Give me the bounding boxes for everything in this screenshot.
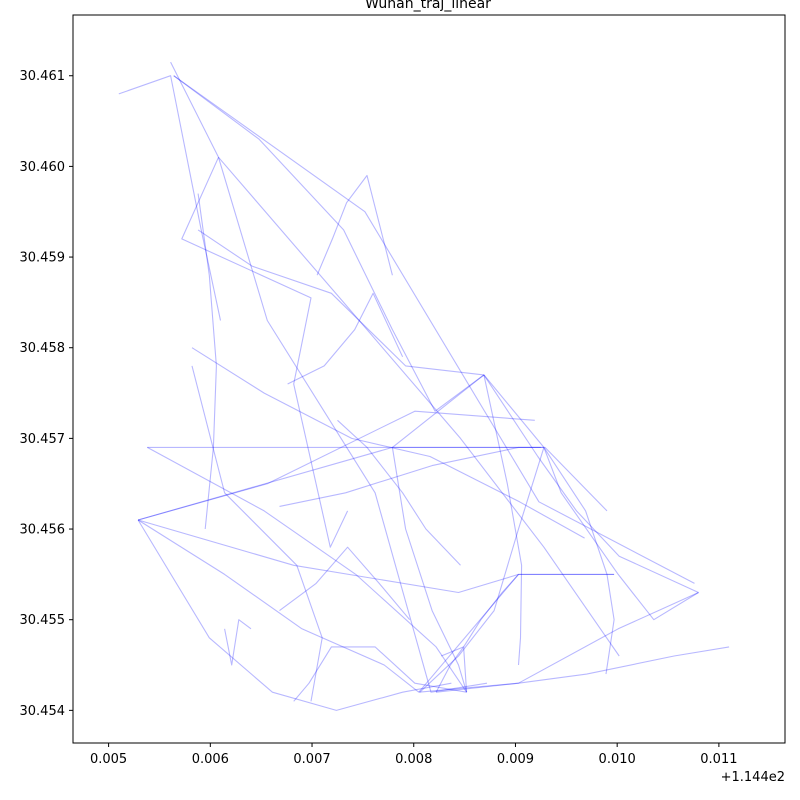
trajectory-33 xyxy=(316,174,393,276)
trajectory-9 xyxy=(191,347,585,539)
x-tick-label: 0.009 xyxy=(497,752,534,767)
y-tick-label: 30.457 xyxy=(20,432,66,447)
trajectory-10 xyxy=(191,365,323,702)
trajectory-25 xyxy=(543,447,615,675)
y-tick-label: 30.454 xyxy=(20,704,66,719)
trajectory-36 xyxy=(279,546,411,621)
trajectory-4 xyxy=(118,75,222,321)
x-tick-label: 0.008 xyxy=(395,752,432,767)
y-axis-ticks: 30.454 30.455 30.456 30.457 30.458 30.459 30.4… xyxy=(20,69,73,719)
trajectory-19 xyxy=(391,447,468,693)
x-axis-offset-label: +1.144e2 xyxy=(721,770,785,785)
x-tick-label: 0.010 xyxy=(599,752,636,767)
x-tick-label: 0.007 xyxy=(293,752,330,767)
chart-title: Wuhan_traj_linear xyxy=(365,0,491,12)
trajectory-16 xyxy=(137,519,452,711)
trajectory-17 xyxy=(137,410,535,521)
trajectory-3 xyxy=(173,75,695,584)
trajectory-2 xyxy=(173,75,485,412)
x-tick-label: 0.011 xyxy=(700,752,737,767)
trajectory-30 xyxy=(440,574,519,657)
trajectory-lines xyxy=(118,61,730,711)
x-tick-label: 0.005 xyxy=(90,752,127,767)
trajectory-26 xyxy=(418,591,699,693)
y-tick-label: 30.460 xyxy=(20,160,66,175)
trajectory-22 xyxy=(483,374,523,666)
trajectory-20 xyxy=(392,374,545,448)
trajectory-28 xyxy=(436,646,730,693)
y-tick-label: 30.461 xyxy=(20,69,66,84)
trajectory-1 xyxy=(170,61,349,548)
y-tick-label: 30.455 xyxy=(20,613,66,628)
trajectory-24 xyxy=(419,447,545,693)
trajectory-18 xyxy=(279,446,608,512)
trajectory-32 xyxy=(224,619,252,666)
y-tick-label: 30.459 xyxy=(20,251,66,266)
trajectory-23 xyxy=(543,447,699,621)
trajectory-35 xyxy=(337,419,461,566)
trajectory-15 xyxy=(137,519,420,693)
trajectory-29 xyxy=(435,646,468,693)
trajectory-6 xyxy=(217,157,488,693)
trajectory-31 xyxy=(293,646,467,702)
trajectory-21 xyxy=(483,374,699,594)
x-axis-ticks: 0.005 0.006 0.007 0.008 0.009 0.010 0.011 xyxy=(90,743,737,767)
plot-area-frame xyxy=(72,14,786,744)
trajectory-13 xyxy=(137,446,541,521)
trajectory-34 xyxy=(287,292,404,385)
trajectory-14 xyxy=(137,519,615,594)
trajectory-8 xyxy=(197,229,484,376)
x-tick-label: 0.006 xyxy=(192,752,229,767)
y-tick-label: 30.458 xyxy=(20,341,66,356)
trajectory-12 xyxy=(147,446,468,693)
trajectory-5 xyxy=(218,156,620,657)
y-tick-label: 30.456 xyxy=(20,523,66,538)
trajectory-27 xyxy=(418,573,615,693)
trajectory-7 xyxy=(197,193,217,530)
